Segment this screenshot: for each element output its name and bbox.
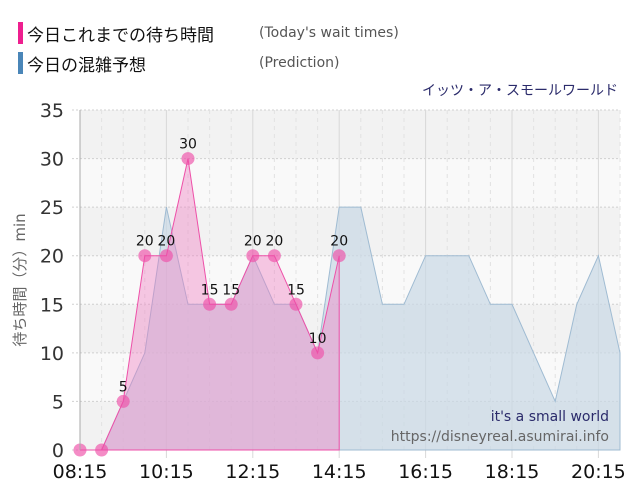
y-tick-label: 20 bbox=[40, 246, 64, 268]
y-axis-ticks: 0 5 10 15 20 25 30 35 bbox=[40, 100, 64, 462]
prediction-area bbox=[80, 206, 621, 451]
data-point-marker bbox=[95, 443, 109, 457]
y-tick-label: 35 bbox=[40, 100, 64, 122]
x-tick-label: 16:15 bbox=[398, 461, 453, 483]
data-point-marker bbox=[267, 249, 281, 263]
y-tick-label: 10 bbox=[40, 343, 64, 365]
legend: 今日これまでの待ち時間 (Today's wait times) 今日の混雑予想… bbox=[18, 18, 399, 78]
legend-label-today: 今日これまでの待ち時間 bbox=[27, 25, 214, 46]
data-point-label: 10 bbox=[309, 331, 327, 347]
data-point-marker bbox=[181, 152, 195, 166]
data-point-label: 30 bbox=[179, 137, 197, 153]
data-point-marker bbox=[332, 249, 346, 263]
credit-url: https://disneyreal.asumirai.info bbox=[391, 429, 609, 445]
data-point-marker bbox=[246, 249, 260, 263]
x-tick-label: 18:15 bbox=[485, 461, 540, 483]
data-point-marker bbox=[159, 249, 173, 263]
x-tick-label: 12:15 bbox=[225, 461, 280, 483]
x-tick-label: 14:15 bbox=[312, 461, 367, 483]
x-tick-label: 08:15 bbox=[53, 461, 108, 483]
y-tick-label: 15 bbox=[40, 294, 64, 316]
attraction-title: イッツ・ア・スモールワールド bbox=[422, 83, 618, 99]
x-tick-label: 20:15 bbox=[571, 461, 626, 483]
legend-label-prediction: 今日の混雑予想 bbox=[27, 55, 146, 76]
x-axis-ticks: 08:15 10:15 12:15 14:15 16:15 18:15 20:15 bbox=[53, 461, 626, 483]
y-tick-label: 5 bbox=[52, 391, 64, 413]
data-point-marker bbox=[224, 297, 238, 311]
data-point-label: 15 bbox=[287, 282, 305, 298]
data-point-marker bbox=[311, 346, 325, 360]
data-point-label: 20 bbox=[136, 234, 154, 250]
legend-swatch-today bbox=[18, 22, 23, 44]
data-point-marker bbox=[138, 249, 152, 263]
legend-item-prediction: 今日の混雑予想 (Prediction) bbox=[18, 48, 399, 78]
data-point-label: 20 bbox=[330, 234, 348, 250]
data-point-label: 20 bbox=[157, 234, 175, 250]
data-point-label: 20 bbox=[244, 234, 262, 250]
data-point-label: 20 bbox=[265, 234, 283, 250]
legend-item-today: 今日これまでの待ち時間 (Today's wait times) bbox=[18, 18, 399, 48]
data-point-label: 5 bbox=[119, 379, 128, 395]
data-point-marker bbox=[203, 297, 217, 311]
today-markers bbox=[73, 152, 346, 457]
data-point-marker bbox=[116, 394, 130, 408]
y-axis-label: 待ち時間（分）min bbox=[11, 213, 29, 346]
y-tick-label: 30 bbox=[40, 149, 64, 171]
legend-sub-prediction: (Prediction) bbox=[259, 55, 340, 71]
legend-sub-today: (Today's wait times) bbox=[259, 25, 399, 41]
legend-swatch-prediction bbox=[18, 52, 23, 74]
x-tick-label: 10:15 bbox=[139, 461, 194, 483]
credit-name: it's a small world bbox=[491, 409, 609, 425]
data-point-marker bbox=[289, 297, 303, 311]
y-tick-label: 0 bbox=[52, 440, 64, 462]
data-point-label: 15 bbox=[201, 282, 219, 298]
y-tick-label: 25 bbox=[40, 197, 64, 219]
data-point-label: 15 bbox=[222, 282, 240, 298]
